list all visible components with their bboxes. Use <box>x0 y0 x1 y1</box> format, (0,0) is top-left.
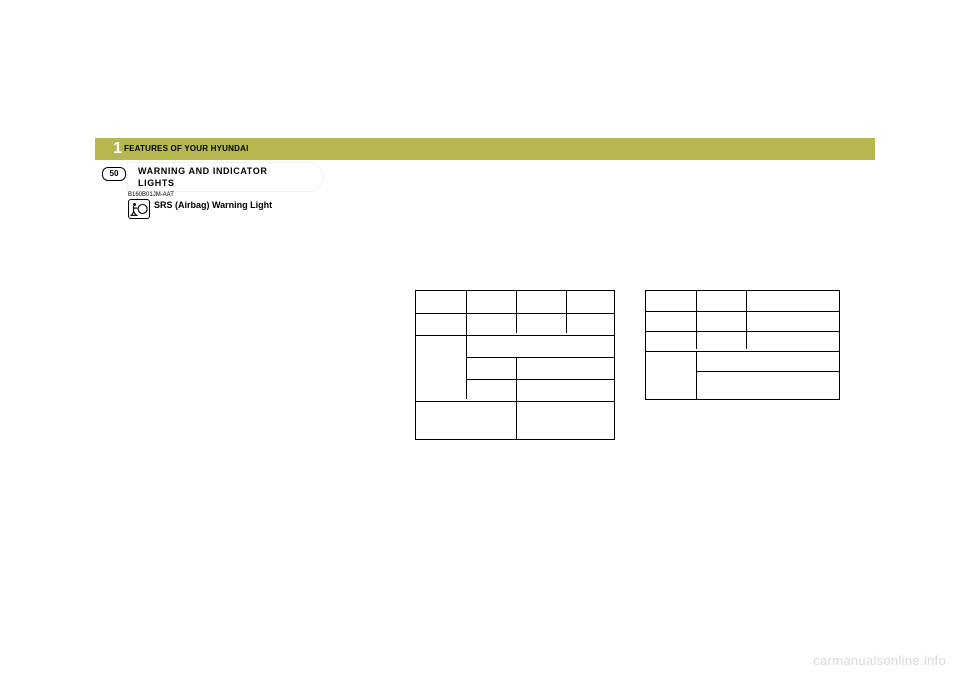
section-heading-pill: WARNING AND INDICATOR LIGHTS <box>128 163 323 191</box>
manual-page: 1 FEATURES OF YOUR HYUNDAI 50 WARNING AN… <box>0 0 960 678</box>
airbag-warning-icon <box>128 199 150 219</box>
section-title-line1: WARNING AND INDICATOR <box>138 165 315 177</box>
watermark: carmanualsonline.info <box>813 653 946 668</box>
page-number: 50 <box>102 167 126 181</box>
condition-table-a <box>415 290 615 440</box>
section-code: B160B01JM-AAT <box>128 192 174 198</box>
subsection-title: SRS (Airbag) Warning Light <box>154 200 272 210</box>
condition-table-b <box>645 290 840 400</box>
section-title-line2: LIGHTS <box>138 177 315 189</box>
chapter-title: FEATURES OF YOUR HYUNDAI <box>124 138 249 160</box>
chapter-number: 1 <box>100 138 122 160</box>
